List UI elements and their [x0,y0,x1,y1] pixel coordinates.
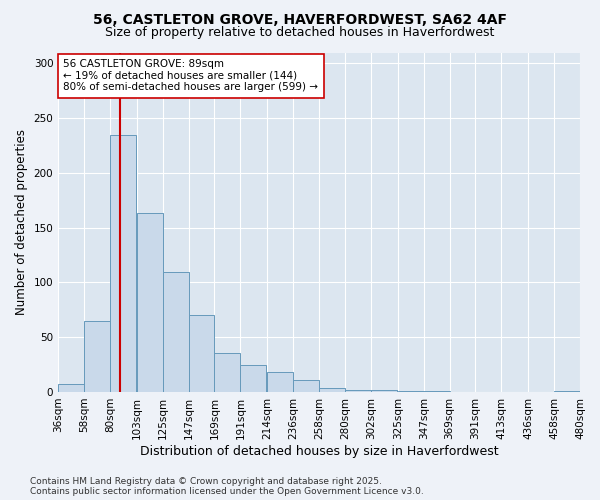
X-axis label: Distribution of detached houses by size in Haverfordwest: Distribution of detached houses by size … [140,444,499,458]
Text: 56, CASTLETON GROVE, HAVERFORDWEST, SA62 4AF: 56, CASTLETON GROVE, HAVERFORDWEST, SA62… [93,12,507,26]
Bar [345,390,371,392]
Bar [137,214,163,392]
Bar [188,316,214,392]
Bar [424,391,449,392]
Bar [241,364,266,392]
Bar [163,272,188,392]
Bar [554,391,580,392]
Bar [293,380,319,392]
Bar [319,388,345,392]
Bar [398,391,424,392]
Text: Contains public sector information licensed under the Open Government Licence v3: Contains public sector information licen… [30,487,424,496]
Bar [371,390,397,392]
Y-axis label: Number of detached properties: Number of detached properties [15,129,28,315]
Bar [110,134,136,392]
Bar [268,372,293,392]
Text: 56 CASTLETON GROVE: 89sqm
← 19% of detached houses are smaller (144)
80% of semi: 56 CASTLETON GROVE: 89sqm ← 19% of detac… [64,60,319,92]
Bar [214,352,241,392]
Bar [84,321,110,392]
Bar [58,384,84,392]
Text: Contains HM Land Registry data © Crown copyright and database right 2025.: Contains HM Land Registry data © Crown c… [30,477,382,486]
Text: Size of property relative to detached houses in Haverfordwest: Size of property relative to detached ho… [106,26,494,39]
